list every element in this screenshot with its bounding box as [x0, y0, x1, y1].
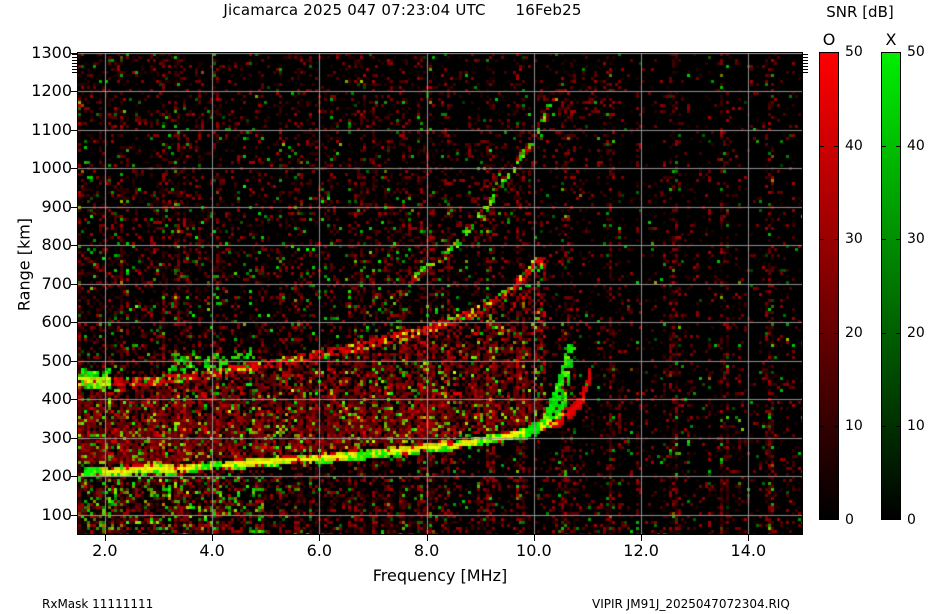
colorbar-tick-mark — [896, 332, 901, 334]
colorbar-tick-label: 10 — [845, 418, 863, 435]
colorbar-tick-mark — [881, 145, 886, 147]
page-title: Jicamarca 2025 047 07:23:04 UTC 16Feb25 — [223, 1, 582, 19]
colorbar-tick-label: 20 — [845, 324, 863, 341]
colorbar-tick-label: 50 — [845, 44, 863, 60]
colorbar-tick-mark — [819, 426, 824, 428]
x-tick-label: 6.0 — [306, 541, 333, 560]
y-tick-label: 800 — [41, 235, 72, 255]
y-tick-label: 500 — [41, 350, 72, 370]
colorbar-tick-mark — [834, 426, 839, 428]
rxmask-label: RxMask 11111111 — [42, 597, 154, 611]
colorbar-tick-label: 0 — [907, 512, 916, 528]
colorbar-tick-mark — [834, 145, 839, 147]
ionogram-plot-area[interactable] — [77, 52, 803, 535]
x-tick-label: 12.0 — [623, 541, 659, 560]
colorbar-tick-mark — [881, 426, 886, 428]
x-axis-title: Frequency [MHz] — [372, 566, 508, 585]
colorbar-tick-mark — [834, 239, 839, 241]
ionogram-data-canvas — [78, 53, 802, 534]
colorbar-tick-label: 40 — [907, 137, 925, 154]
colorbar-o-mode-gradient — [819, 52, 839, 520]
y-tick-label: 900 — [41, 196, 72, 216]
source-file-label: VIPIR JM91J_2025047072304.RIQ — [592, 597, 790, 611]
colorbar-tick-mark — [881, 239, 886, 241]
y-tick-label: 1000 — [31, 158, 72, 178]
x-tick-label: 10.0 — [516, 541, 552, 560]
colorbar-tick-mark — [819, 332, 824, 334]
colorbar-tick-label: 50 — [907, 44, 925, 60]
colorbar-tick-mark — [881, 332, 886, 334]
x-tick-label: 2.0 — [92, 541, 118, 560]
y-tick-label: 1100 — [31, 119, 72, 139]
colorbar-tick-mark — [834, 332, 839, 334]
y-tick-label: 1300 — [31, 43, 72, 62]
colorbar-x-mode-gradient — [881, 52, 901, 520]
colorbar-tick-mark — [896, 145, 901, 147]
y-axis-tick-labels: 100 200 300 400 500 600 700 800 900 1000 1100 1200 1… — [0, 0, 72, 614]
colorbar-x-mode-letter: X — [885, 30, 897, 49]
x-axis-tick-labels: 2.0 4.0 6.0 8.0 10.0 12.0 14.0 — [0, 539, 932, 561]
y-tick-label: 700 — [41, 273, 72, 293]
colorbar-tick-label: 20 — [907, 324, 925, 341]
y-axis-title: Range [km] — [14, 217, 34, 312]
y-tick-label: 100 — [41, 504, 72, 524]
colorbar-tick-label: 30 — [845, 231, 863, 248]
colorbar-tick-label: 10 — [907, 418, 925, 435]
colorbar-tick-mark — [896, 426, 901, 428]
colorbar-o-mode-letter: O — [822, 30, 836, 49]
y-tick-label: 400 — [41, 389, 72, 409]
y-tick-label: 1200 — [31, 81, 72, 101]
y-tick-label: 300 — [41, 427, 72, 447]
colorbar-tick-label: 30 — [907, 231, 925, 248]
colorbar-tick-label: 0 — [845, 512, 854, 528]
colorbar-panel: SNR [dB] O X 0 0 10 10 20 20 30 30 40 40 50 50 — [805, 0, 932, 614]
colorbar-tick-label: 40 — [845, 137, 863, 154]
y-tick-label: 200 — [41, 466, 72, 486]
x-tick-label: 4.0 — [199, 541, 225, 560]
colorbar-tick-mark — [819, 239, 824, 241]
colorbar-tick-mark — [819, 145, 824, 147]
colorbar-tick-mark — [896, 239, 901, 241]
x-tick-label: 8.0 — [413, 541, 440, 560]
colorbar-title: SNR [dB] — [826, 3, 894, 21]
y-tick-label: 600 — [41, 312, 72, 332]
x-tick-label: 14.0 — [730, 541, 767, 560]
